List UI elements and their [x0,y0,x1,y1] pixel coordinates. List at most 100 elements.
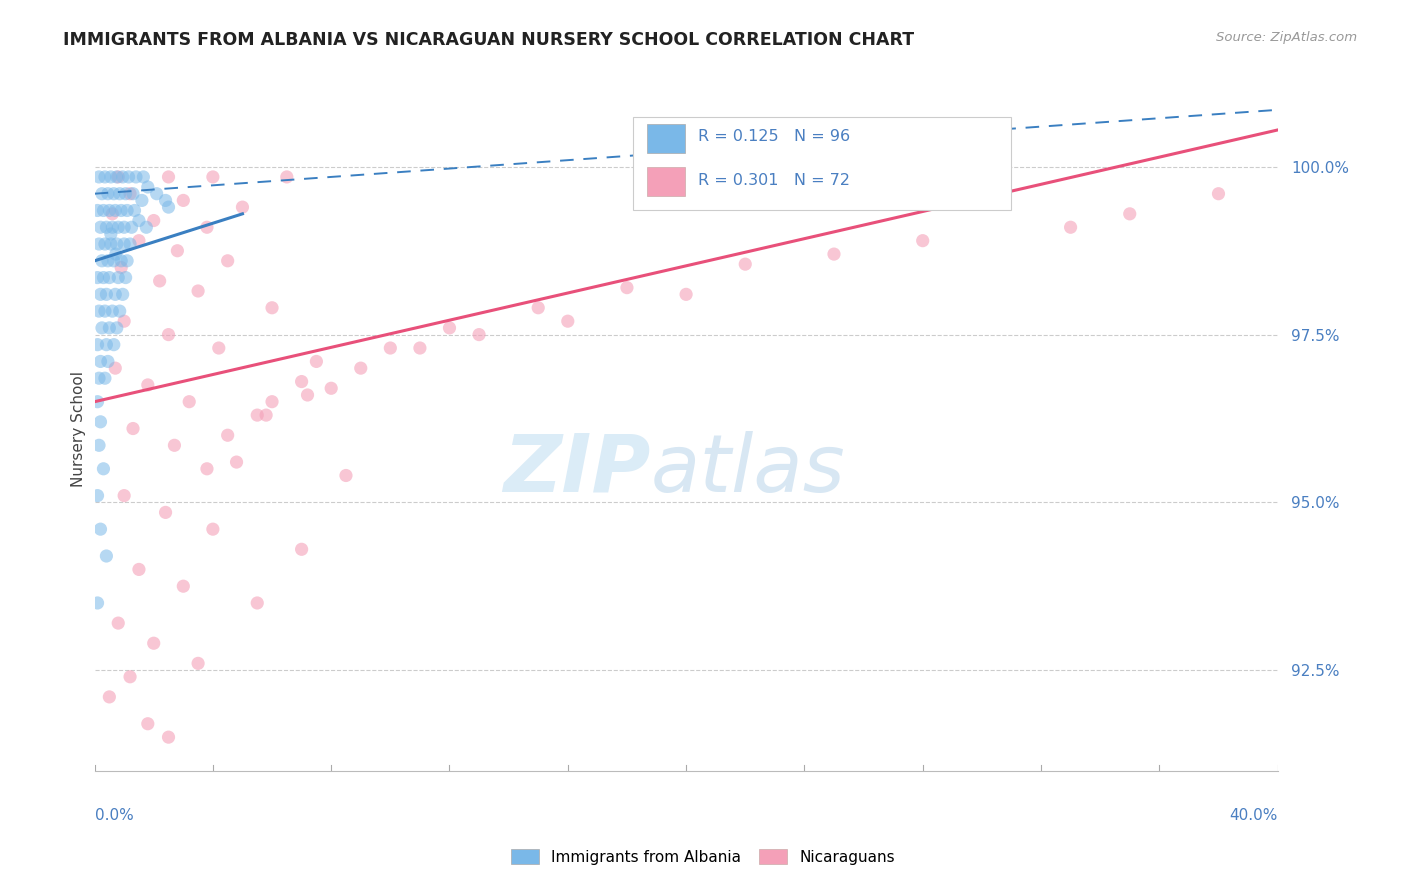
Point [103,253,125,268]
Point [104,361,127,376]
Point [94,304,117,318]
Text: Source: ZipAtlas.com: Source: ZipAtlas.com [1216,31,1357,45]
Point [94,371,117,385]
Point [104,247,127,261]
Point [616,280,638,294]
Point [120,670,142,684]
Point [91,253,114,268]
Point [157,169,180,184]
Point [201,522,224,536]
Point [115,253,138,268]
Point [86,489,108,503]
Point [107,220,129,235]
Point [104,287,127,301]
Point [136,378,159,392]
Point [136,716,159,731]
Point [1059,220,1081,235]
Point [89,354,111,368]
Point [115,203,138,218]
Point [93,462,115,476]
Point [100,237,122,252]
Point [89,287,111,301]
Point [101,220,124,235]
Point [112,220,135,235]
Text: R = 0.125   N = 96: R = 0.125 N = 96 [697,128,851,144]
Point [166,244,188,258]
Point [187,657,209,671]
Point [107,616,129,631]
Point [439,321,461,335]
Point [142,213,165,227]
Point [89,220,111,235]
Point [128,562,150,576]
Point [120,237,142,252]
Point [195,220,218,235]
Point [291,542,314,557]
Point [157,730,180,744]
Text: atlas: atlas [651,431,845,508]
Point [97,186,120,201]
Point [100,227,122,241]
Point [112,489,135,503]
Point [380,341,402,355]
Point [557,314,579,328]
Point [155,505,177,519]
Point [97,253,120,268]
Point [734,257,756,271]
Point [136,180,159,194]
Point [108,186,131,201]
Point [93,203,115,218]
Text: 0.0%: 0.0% [94,808,134,823]
Point [104,203,127,218]
Point [96,287,118,301]
Point [94,169,117,184]
Point [155,194,177,208]
Point [246,408,269,422]
Point [91,321,114,335]
Point [87,304,110,318]
Bar [647,124,685,153]
Point [260,394,283,409]
Point [217,428,239,442]
Point [87,169,110,184]
Bar [647,167,685,196]
Point [98,270,121,285]
Point [111,287,134,301]
Text: ZIP: ZIP [503,431,651,508]
Point [321,381,343,395]
Point [110,260,132,275]
Point [98,690,121,704]
Point [108,304,131,318]
Point [94,237,117,252]
Point [86,394,108,409]
Point [172,194,194,208]
Point [96,220,118,235]
Point [157,200,180,214]
Point [93,270,115,285]
Text: R = 0.301   N = 72: R = 0.301 N = 72 [697,173,851,187]
Point [103,186,125,201]
Point [225,455,247,469]
Point [276,169,298,184]
Point [97,354,120,368]
Point [157,327,180,342]
Point [111,169,134,184]
Point [131,194,153,208]
Text: IMMIGRANTS FROM ALBANIA VS NICARAGUAN NURSERY SCHOOL CORRELATION CHART: IMMIGRANTS FROM ALBANIA VS NICARAGUAN NU… [63,31,914,49]
Point [195,462,218,476]
Legend: Immigrants from Albania, Nicaraguans: Immigrants from Albania, Nicaraguans [505,843,901,871]
Point [87,371,110,385]
Point [231,200,253,214]
Point [114,186,136,201]
Point [149,274,172,288]
Point [305,354,328,368]
Point [128,213,150,227]
Point [675,287,697,301]
Point [132,169,155,184]
Point [105,321,128,335]
Point [246,596,269,610]
Point [87,438,110,452]
Point [120,186,142,201]
Point [335,468,357,483]
Point [468,327,491,342]
